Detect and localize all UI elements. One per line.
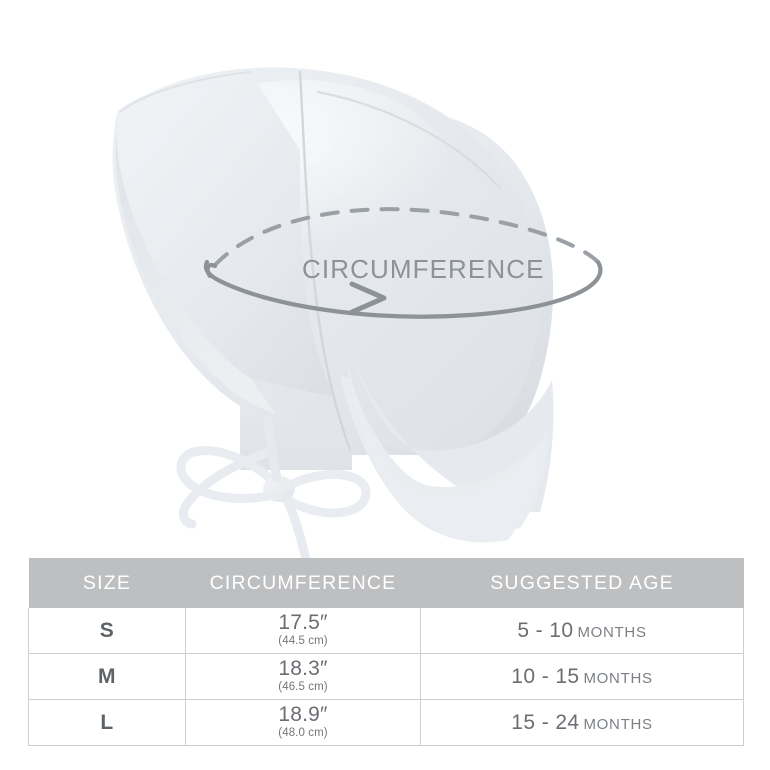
cell-size: S: [28, 608, 186, 654]
column-header-size: SIZE: [28, 558, 186, 608]
column-header-suggested-age: SUGGESTED AGE: [420, 558, 744, 608]
cell-size: L: [28, 699, 186, 746]
age-range: 10 - 15: [511, 664, 580, 688]
ribbon-right-tail: [281, 493, 311, 560]
circumference-solid-line: [203, 259, 603, 319]
bonnet-lower-body: [348, 368, 544, 543]
cell-circumference: 18.9″ (48.0 cm): [185, 699, 421, 746]
circumference-text-label: CIRCUMFERENCE: [302, 254, 545, 284]
cell-suggested-age: 15 - 24 MONTHS: [420, 699, 744, 746]
brim-edge-line: [119, 71, 251, 113]
circumference-inches: 17.5″: [278, 610, 328, 634]
table-row: S 17.5″ (44.5 cm) 5 - 10 MONTHS: [28, 608, 744, 654]
crown-top-seam: [316, 90, 502, 190]
ribbon-strap: [263, 415, 282, 483]
table-header: SIZE CIRCUMFERENCE SUGGESTED AGE: [28, 558, 744, 608]
circumference-centimeters: (46.5 cm): [278, 680, 328, 693]
circumference-dashed-line: [213, 207, 600, 267]
cell-suggested-age: 5 - 10 MONTHS: [420, 608, 744, 654]
circumference-inches: 18.3″: [278, 656, 328, 680]
cell-circumference: 18.3″ (46.5 cm): [185, 653, 421, 700]
circumference-centimeters: (44.5 cm): [278, 634, 328, 647]
age-range: 15 - 24: [511, 710, 580, 734]
crown-center-seam: [298, 70, 352, 452]
table-body: S 17.5″ (44.5 cm) 5 - 10 MONTHS M 18.3″ (…: [28, 608, 744, 746]
age-range: 5 - 10: [517, 618, 574, 642]
age-unit: MONTHS: [583, 669, 653, 687]
brim-underside: [115, 112, 276, 414]
cell-suggested-age: 10 - 15 MONTHS: [420, 653, 744, 700]
circumference-inches: 18.9″: [278, 702, 328, 726]
age-unit: MONTHS: [583, 715, 653, 733]
circumference-arrow-icon: [349, 281, 387, 315]
column-header-circumference: CIRCUMFERENCE: [185, 558, 421, 608]
ribbon-left-loop: [176, 445, 277, 503]
cell-size: M: [28, 653, 186, 700]
bonnet-illustration: CIRCUMFERENCE: [112, 67, 603, 560]
circumference-left-hook: [205, 262, 218, 279]
ribbon-knot: [263, 476, 295, 502]
cell-circumference: 17.5″ (44.5 cm): [185, 608, 421, 654]
table-header-row: SIZE CIRCUMFERENCE SUGGESTED AGE: [28, 558, 744, 608]
age-unit: MONTHS: [577, 623, 647, 641]
table-row: M 18.3″ (46.5 cm) 10 - 15 MONTHS: [28, 653, 744, 700]
size-chart-table: SIZE CIRCUMFERENCE SUGGESTED AGE S 17.5″…: [28, 558, 744, 746]
bonnet-brim: [113, 72, 337, 398]
ribbon-right-loop: [283, 470, 371, 518]
circumference-centimeters: (48.0 cm): [278, 726, 328, 739]
table-row: L 18.9″ (48.0 cm) 15 - 24 MONTHS: [28, 699, 744, 746]
